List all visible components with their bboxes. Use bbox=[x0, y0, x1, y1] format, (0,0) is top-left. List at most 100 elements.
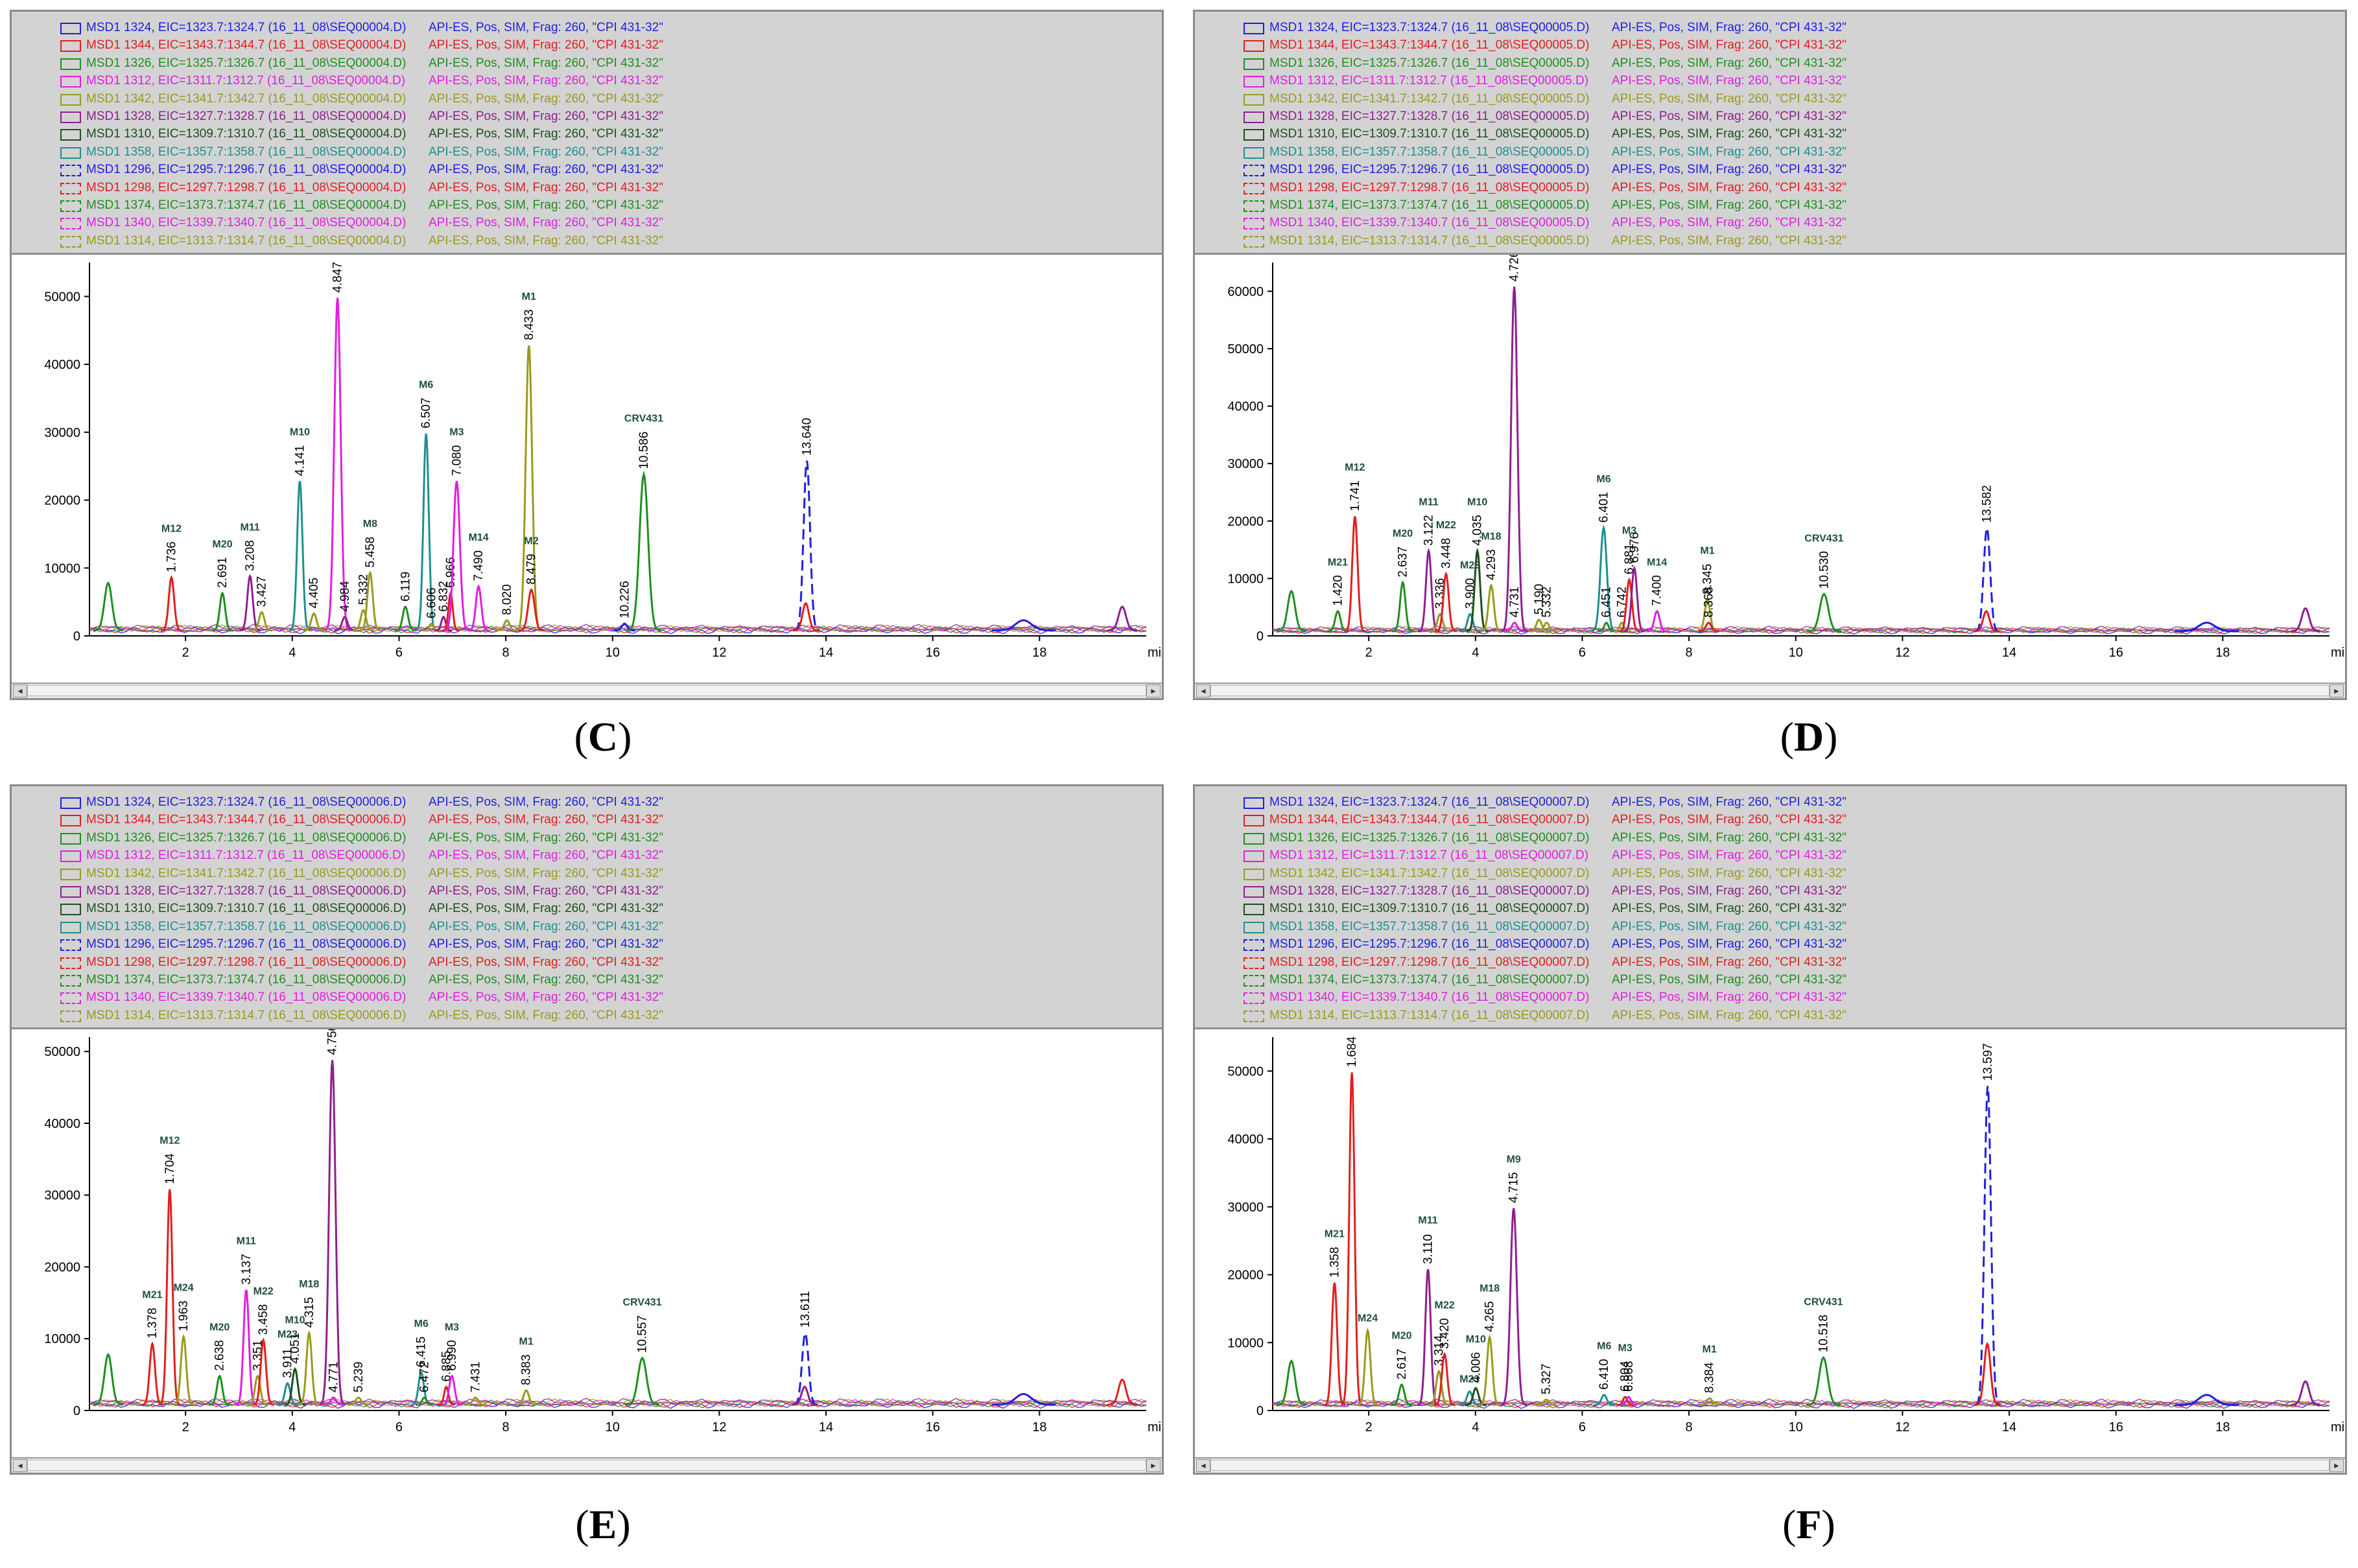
chromatogram-svg: 0 10000 20000 30000 40000 50000 60000 2 4 6 8 10 12 1… bbox=[1227, 255, 2345, 660]
x-tick-label: 6 bbox=[395, 646, 403, 660]
horizontal-scrollbar[interactable]: ◄ ► bbox=[1195, 1457, 2345, 1473]
legend-label: MSD1 1314, EIC=1313.7:1314.7 (16_11_08\S… bbox=[86, 1008, 407, 1022]
peak-trace bbox=[613, 622, 635, 632]
x-tick-label: 4 bbox=[1472, 646, 1479, 660]
legend-entry: MSD1 1340, EIC=1339.7:1340.7 (16_11_08\S… bbox=[1244, 215, 1846, 231]
scroll-left-button[interactable]: ◄ bbox=[13, 685, 27, 697]
peak-rt-label: 6.885 bbox=[440, 1351, 453, 1382]
peak-trace bbox=[1528, 618, 1550, 633]
x-tick-label: 8 bbox=[502, 1420, 510, 1434]
scroll-thumb[interactable] bbox=[27, 1460, 1146, 1471]
x-axis-unit: min bbox=[2331, 646, 2345, 660]
horizontal-scrollbar[interactable]: ◄ ► bbox=[12, 1457, 1162, 1473]
scroll-right-button[interactable]: ► bbox=[2329, 1459, 2344, 1472]
scroll-right-button[interactable]: ► bbox=[2329, 685, 2344, 697]
peak-trace bbox=[277, 1381, 298, 1406]
legend-suffix: API-ES, Pos, SIM, Frag: 260, "CPI 431-32… bbox=[1612, 919, 1846, 933]
legend-entry: MSD1 1342, EIC=1341.7:1342.7 (16_11_08\S… bbox=[60, 865, 663, 882]
x-tick-label: 4 bbox=[289, 1420, 296, 1434]
legend-label: MSD1 1326, EIC=1325.7:1326.7 (16_11_08\S… bbox=[1269, 56, 1590, 70]
peak-rt-label: 10.518 bbox=[1817, 1315, 1830, 1352]
legend-swatch bbox=[60, 129, 81, 141]
peak-trace bbox=[334, 616, 356, 632]
plot-area: 0 10000 20000 30000 40000 50000 60000 2 4 6 8 10 12 1… bbox=[1195, 255, 2345, 684]
legend-suffix: API-ES, Pos, SIM, Frag: 260, "CPI 431-32… bbox=[1612, 198, 1846, 212]
chromatogram-svg: 0 10000 20000 30000 40000 50000 2 4 6 8 10 12 14 16 18… bbox=[44, 262, 1162, 660]
plot-area: 0 10000 20000 30000 40000 50000 2 4 6 8 10 12 14 16 18… bbox=[12, 1029, 1162, 1458]
peak-rt-label: 2.638 bbox=[213, 1340, 227, 1371]
x-axis-unit: min bbox=[1148, 1420, 1162, 1434]
peak-trace bbox=[1616, 1396, 1634, 1407]
baseline-trace bbox=[89, 626, 1147, 635]
baseline-trace bbox=[89, 624, 1147, 633]
peak-rt-label: 3.911 bbox=[281, 1348, 295, 1378]
scroll-left-button[interactable]: ◄ bbox=[13, 1459, 27, 1472]
legend-suffix: API-ES, Pos, SIM, Frag: 260, "CPI 431-32… bbox=[1612, 110, 1846, 123]
legend-suffix: API-ES, Pos, SIM, Frag: 260, "CPI 431-32… bbox=[1612, 180, 1846, 194]
peak-trace bbox=[2175, 1394, 2239, 1407]
peak-rt-label: 10.530 bbox=[1817, 551, 1831, 589]
peak-trace bbox=[794, 460, 820, 631]
baseline-trace bbox=[1272, 626, 2330, 633]
peak-name-label: M11 bbox=[237, 1235, 256, 1246]
legend-suffix: API-ES, Pos, SIM, Frag: 260, "CPI 431-32… bbox=[429, 145, 663, 159]
peak-rt-label: 6.507 bbox=[419, 397, 433, 428]
scroll-right-button[interactable]: ► bbox=[1146, 685, 1161, 697]
scroll-left-button[interactable]: ◄ bbox=[1196, 1459, 1210, 1472]
scroll-thumb[interactable] bbox=[1210, 685, 2329, 696]
baseline-trace bbox=[89, 624, 1147, 632]
legend-entry: MSD1 1328, EIC=1327.7:1328.7 (16_11_08\S… bbox=[1244, 108, 1846, 125]
y-tick-label: 30000 bbox=[1227, 1200, 1264, 1215]
legend-label: MSD1 1314, EIC=1313.7:1314.7 (16_11_08\S… bbox=[1269, 233, 1590, 248]
legend-entry: MSD1 1312, EIC=1311.7:1312.7 (16_11_08\S… bbox=[1244, 73, 1846, 89]
peak-trace bbox=[211, 591, 233, 632]
peak-rt-label: 3.137 bbox=[240, 1254, 253, 1285]
peak-rt-label: 6.119 bbox=[399, 572, 412, 602]
horizontal-scrollbar[interactable]: ◄ ► bbox=[12, 683, 1162, 698]
legend-label: MSD1 1298, EIC=1297.7:1298.7 (16_11_08\S… bbox=[86, 180, 407, 194]
peak-name-label: M21 bbox=[142, 1289, 162, 1300]
panel-label-f: (F) bbox=[1782, 1501, 1835, 1547]
peak-name-label: M1 bbox=[522, 291, 536, 302]
legend-entry: MSD1 1312, EIC=1311.7:1312.7 (16_11_08\S… bbox=[1244, 847, 1846, 864]
peak-rt-label: 13.582 bbox=[1981, 485, 1994, 522]
legend-label: MSD1 1296, EIC=1295.7:1296.7 (16_11_08\S… bbox=[86, 163, 407, 177]
legend-swatch bbox=[1244, 111, 1264, 123]
peak-rt-label: 10.586 bbox=[637, 432, 651, 469]
horizontal-scrollbar[interactable]: ◄ ► bbox=[1195, 683, 2345, 698]
legend-suffix: API-ES, Pos, SIM, Frag: 260, "CPI 431-32… bbox=[429, 830, 663, 845]
legend-label: MSD1 1312, EIC=1311.7:1312.7 (16_11_08\S… bbox=[1269, 74, 1589, 88]
peak-rt-label: 4.051 bbox=[289, 1333, 302, 1364]
peak-trace bbox=[991, 619, 1056, 632]
peak-trace bbox=[1500, 1208, 1527, 1406]
legend-suffix: API-ES, Pos, SIM, Frag: 260, "CPI 431-32… bbox=[429, 884, 663, 898]
legend-swatch bbox=[1244, 992, 1264, 1005]
legend-entry: MSD1 1374, EIC=1373.7:1374.7 (16_11_08\S… bbox=[60, 972, 663, 989]
peak-name-label: M11 bbox=[1419, 497, 1438, 508]
x-tick-label: 18 bbox=[1032, 646, 1046, 660]
x-tick-label: 16 bbox=[926, 1420, 940, 1434]
scroll-left-button[interactable]: ◄ bbox=[1196, 685, 1210, 697]
peak-name-label: M6 bbox=[1596, 474, 1610, 485]
panel-label-e: (E) bbox=[575, 1501, 631, 1547]
y-tick-label: 40000 bbox=[1227, 400, 1264, 414]
peak-rt-label: 8.345 bbox=[1701, 564, 1715, 595]
y-tick-label: 0 bbox=[1256, 629, 1264, 644]
legend-label: MSD1 1344, EIC=1343.7:1344.7 (16_11_08\S… bbox=[1269, 813, 1590, 827]
scroll-thumb[interactable] bbox=[1210, 1460, 2329, 1471]
scroll-right-button[interactable]: ► bbox=[1146, 1459, 1161, 1472]
legend-entry: MSD1 1344, EIC=1343.7:1344.7 (16_11_08\S… bbox=[1244, 37, 1846, 54]
peak-rt-label: 4.293 bbox=[1485, 549, 1498, 580]
legend-swatch bbox=[60, 975, 81, 987]
legend-entry: MSD1 1326, EIC=1325.7:1326.7 (16_11_08\S… bbox=[1244, 55, 1846, 72]
legend-swatch bbox=[1244, 1010, 1264, 1022]
peak-rt-label: 2.617 bbox=[1395, 1349, 1409, 1380]
peak-name-label: M21 bbox=[1328, 557, 1348, 568]
legend-entry: MSD1 1296, EIC=1295.7:1296.7 (16_11_08\S… bbox=[60, 161, 663, 178]
legend-suffix: API-ES, Pos, SIM, Frag: 260, "CPI 431-32… bbox=[429, 973, 663, 987]
peak-trace bbox=[1501, 287, 1527, 633]
peak-trace bbox=[1807, 592, 1841, 633]
peak-name-label: M20 bbox=[1391, 1331, 1411, 1342]
scroll-thumb[interactable] bbox=[27, 685, 1146, 696]
legend-swatch bbox=[1244, 146, 1264, 159]
